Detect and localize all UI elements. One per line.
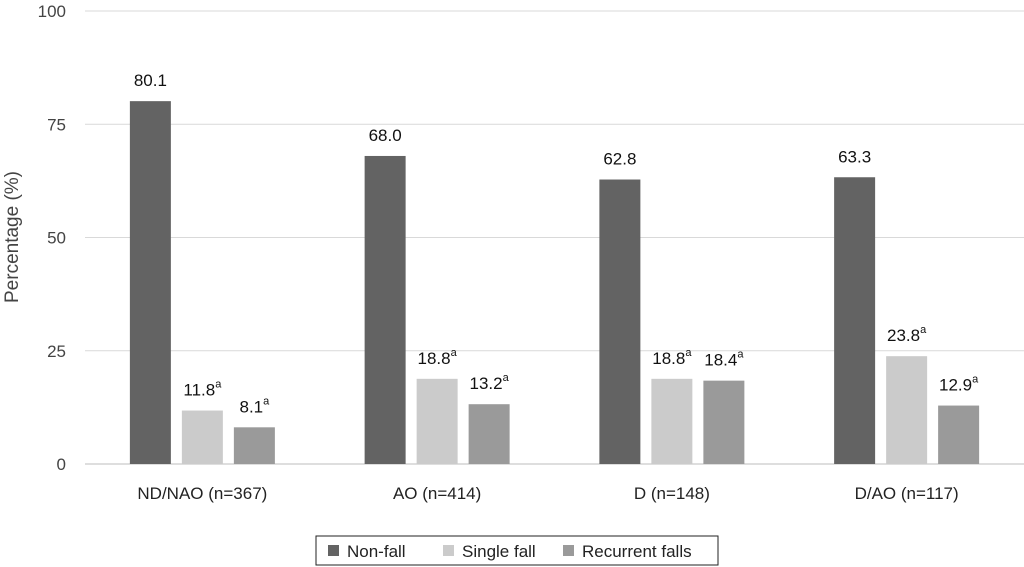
y-tick-label: 25	[47, 342, 66, 361]
data-label: 13.2a	[470, 372, 510, 393]
data-label: 63.3	[838, 147, 871, 166]
bar-single-fall	[416, 378, 458, 464]
data-label: 68.0	[369, 126, 402, 145]
data-label-superscript: a	[451, 347, 458, 359]
data-label-value: 18.4	[704, 351, 737, 370]
category-labels: ND/NAO (n=367) AO (n=414) D (n=148) D/AO (n…	[137, 484, 958, 503]
data-label-superscript: a	[215, 379, 222, 391]
data-label: 8.1a	[239, 395, 270, 416]
data-label-superscript: a	[972, 374, 979, 386]
category-label: AO (n=414)	[393, 484, 481, 503]
data-label: 18.4a	[704, 349, 744, 370]
y-tick-label: 0	[57, 455, 66, 474]
legend-swatch	[563, 545, 574, 556]
data-label-value: 68.0	[369, 126, 402, 145]
data-label-value: 63.3	[838, 147, 871, 166]
y-tick-label: 50	[47, 229, 66, 248]
data-label-value: 62.8	[603, 150, 636, 169]
data-label: 18.8a	[418, 347, 458, 368]
legend-swatch	[443, 545, 454, 556]
data-label-value: 11.8	[183, 381, 215, 400]
legend-label: Non-fall	[347, 542, 406, 561]
legend-label: Single fall	[462, 542, 536, 561]
legend-swatch	[328, 545, 339, 556]
bar-non-fall	[364, 155, 406, 464]
data-label-value: 80.1	[134, 71, 167, 90]
data-label-value: 18.8	[418, 349, 451, 368]
data-label: 80.1	[134, 71, 167, 90]
y-axis-ticks: 0 25 50 75 100	[38, 2, 66, 474]
data-label-value: 8.1	[239, 397, 263, 416]
bar-recurrent-falls	[703, 380, 745, 464]
data-label-value: 23.8	[887, 326, 920, 345]
y-tick-label: 75	[47, 115, 66, 134]
bar-single-fall	[181, 410, 223, 464]
y-tick-label: 100	[38, 2, 66, 21]
data-label-superscript: a	[920, 324, 927, 336]
legend: Non-fall Single fall Recurrent falls	[315, 535, 719, 566]
bar-recurrent-falls	[468, 404, 510, 464]
bar-single-fall	[886, 356, 928, 464]
data-label: 11.8a	[183, 379, 222, 400]
legend-box	[315, 535, 719, 566]
bar-recurrent-falls	[233, 427, 275, 464]
category-label: D (n=148)	[634, 484, 710, 503]
data-label-superscript: a	[685, 347, 692, 359]
bar-non-fall	[834, 177, 876, 464]
data-label: 18.8a	[652, 347, 692, 368]
gridlines	[85, 10, 1024, 465]
category-label: D/AO (n=117)	[855, 484, 959, 503]
y-axis-label: Percentage (%)	[2, 171, 23, 303]
data-label-value: 12.9	[939, 376, 972, 395]
bar-non-fall	[599, 179, 641, 465]
bar-recurrent-falls	[938, 405, 980, 464]
data-label: 62.8	[603, 150, 636, 169]
category-label: ND/NAO (n=367)	[137, 484, 267, 503]
data-label-superscript: a	[737, 349, 744, 361]
legend-label: Recurrent falls	[582, 542, 692, 561]
data-label-superscript: a	[503, 372, 510, 384]
data-label-value: 13.2	[470, 374, 503, 393]
data-label-value: 18.8	[652, 349, 685, 368]
bars	[129, 101, 980, 465]
data-label-superscript: a	[263, 395, 270, 407]
data-label: 12.9a	[939, 374, 979, 395]
bar-non-fall	[129, 101, 171, 464]
data-label: 23.8a	[887, 324, 927, 345]
bar-single-fall	[651, 378, 693, 464]
